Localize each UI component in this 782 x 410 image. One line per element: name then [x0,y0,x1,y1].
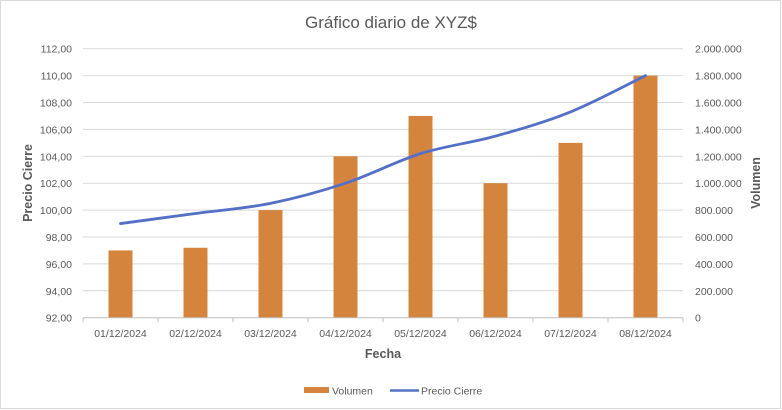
x-axis-title: Fecha [365,347,402,361]
y-tick-label: 112,00 [41,44,72,56]
y2-tick-label: 1.000.000 [695,178,742,190]
volume-bars [108,75,658,318]
y-tick-label: 92,00 [46,313,72,325]
y-tick-label: 102,00 [40,178,72,190]
y2-tick-label: 1.400.000 [695,124,742,136]
gridlines [83,48,683,292]
y-tick-label: 104,00 [40,151,72,163]
y-tick-label: 98,00 [46,232,72,244]
volume-bar [108,250,133,318]
y-tick-label: 96,00 [46,259,72,271]
x-tick-label: 05/12/2024 [394,328,447,340]
y-tick-label: 106,00 [40,124,72,136]
y-axis-title: Precio Cierre [21,144,35,222]
price-line [119,74,647,225]
y2-tick-label: 2.000.000 [695,44,742,56]
volume-bar [408,115,433,318]
x-tick-label: 04/12/2024 [319,328,372,340]
y-tick-label: 110,00 [41,71,72,83]
legend-volume-swatch [304,387,329,393]
right-axis-ticks: 0 200.000 400.000 600.000 800.000 1.000.000 1.… [695,44,742,325]
y2-tick-label: 0 [695,313,701,325]
x-tick-label: 03/12/2024 [244,328,297,340]
x-tick-label: 07/12/2024 [544,328,597,340]
volume-bar [558,142,583,318]
y2-tick-label: 600.000 [695,232,733,244]
volume-bar [633,75,658,318]
legend-volume-label: Volumen [332,386,373,398]
volume-bar [183,247,208,318]
volume-bar [258,210,283,318]
y2-tick-label: 1.600.000 [695,98,742,110]
y-tick-label: 108,00 [40,98,72,110]
y-tick-label: 94,00 [46,286,72,298]
x-axis: 01/12/2024 02/12/2024 03/12/2024 04/12/2024… [82,317,684,340]
x-tick-label: 08/12/2024 [619,328,672,340]
y2-tick-label: 800.000 [695,205,733,217]
y2-tick-label: 1.800.000 [695,71,742,83]
legend: Volumen Precio Cierre [304,386,482,398]
x-tick-label: 06/12/2024 [469,328,522,340]
y2-tick-label: 1.200.000 [695,151,742,163]
chart-title: Gráfico diario de XYZ$ [305,13,478,32]
volume-bar [483,183,508,318]
y-tick-label: 100,00 [40,205,72,217]
legend-price-label: Precio Cierre [421,386,482,398]
left-axis-ticks: 92,00 94,00 96,00 98,00 100,00 102,00 104,00 10… [40,44,72,325]
x-tick-label: 02/12/2024 [169,328,222,340]
y2-tick-label: 200.000 [695,286,733,298]
x-tick-label: 01/12/2024 [94,328,147,340]
price-line-path [119,74,647,225]
y2-tick-label: 400.000 [695,259,733,271]
y2-axis-title: Volumen [749,157,763,209]
